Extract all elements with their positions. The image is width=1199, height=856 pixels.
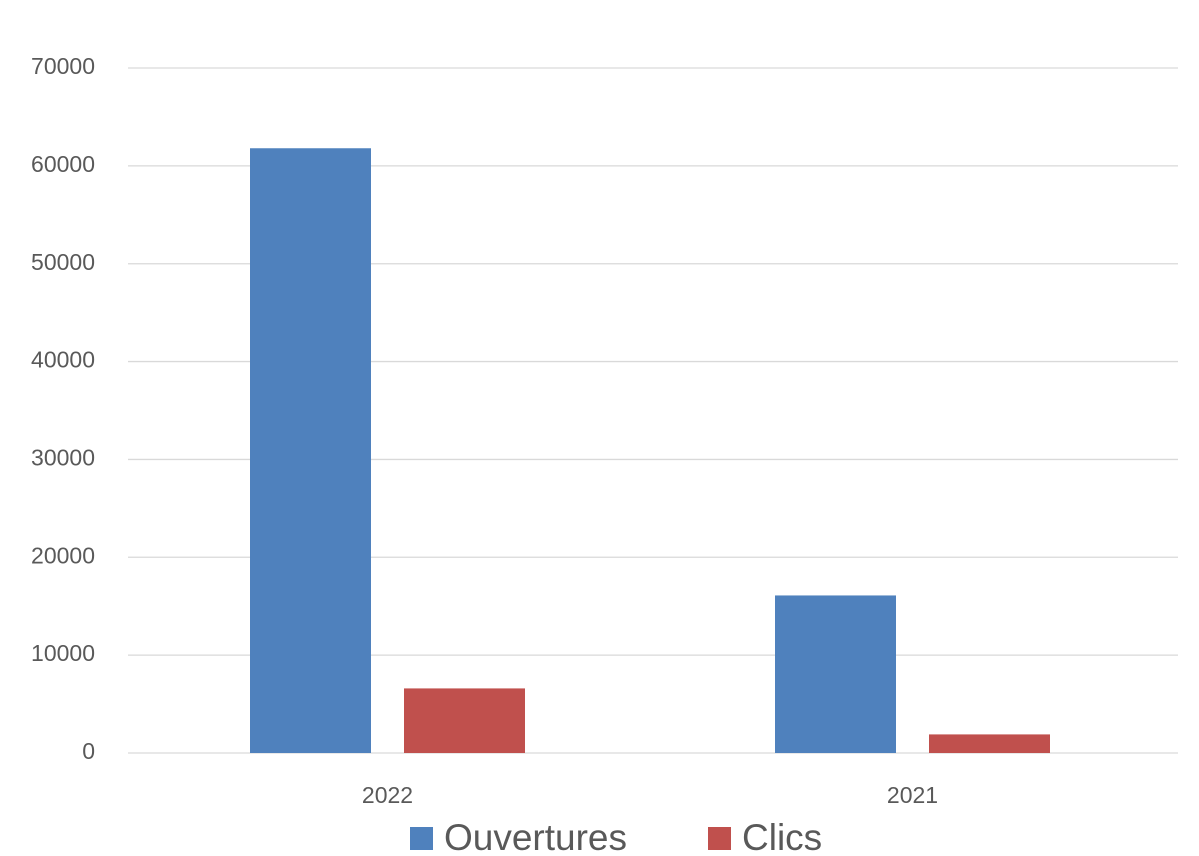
bar: [775, 595, 896, 753]
y-tick-label: 20000: [31, 542, 95, 568]
x-tick-label: 2021: [887, 782, 938, 808]
bar: [929, 734, 1050, 753]
x-tick-label: 2022: [362, 782, 413, 808]
legend-swatch: [708, 827, 731, 850]
y-tick-label: 70000: [31, 53, 95, 79]
y-tick-label: 30000: [31, 445, 95, 471]
y-tick-label: 40000: [31, 347, 95, 373]
legend-label: Ouvertures: [444, 817, 627, 856]
y-tick-label: 0: [82, 738, 95, 764]
bar: [404, 688, 525, 753]
y-tick-label: 10000: [31, 640, 95, 666]
legend-label: Clics: [742, 817, 822, 856]
y-tick-label: 60000: [31, 151, 95, 177]
bar: [250, 148, 371, 753]
y-tick-label: 50000: [31, 249, 95, 275]
legend-swatch: [410, 827, 433, 850]
